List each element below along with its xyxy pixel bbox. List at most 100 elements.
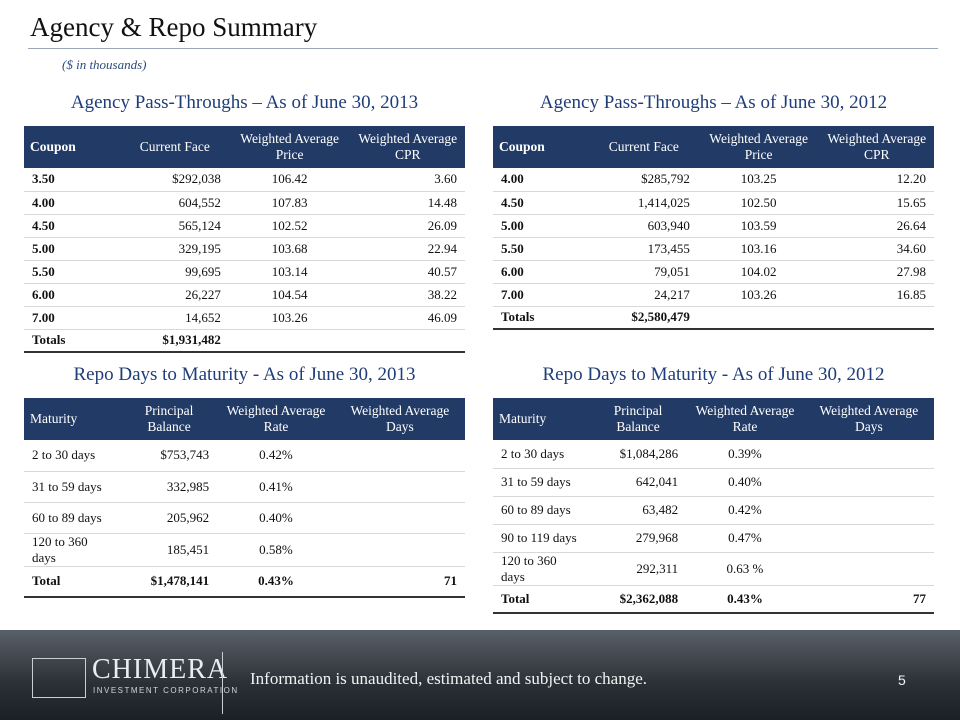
cell: $1,084,286: [589, 440, 687, 469]
cell: 0.41%: [217, 471, 335, 503]
table: Coupon Current Face Weighted Average Price…: [24, 126, 465, 353]
row: 60 to 89 days 63,482 0.42%: [493, 496, 934, 525]
divider: [222, 652, 223, 714]
column-header: Weighted Average CPR: [350, 126, 465, 168]
title: Agency & Repo Summary: [30, 12, 318, 42]
cell: $1,478,141: [120, 565, 218, 598]
cell: 31 to 59 days: [24, 471, 121, 503]
row: 31 to 59 days 332,985 0.41%: [24, 471, 465, 503]
column-header: Weighted Average Price: [697, 126, 820, 168]
row: 7.00 24,217 103.26 16.85: [493, 283, 934, 307]
cell: $1,931,482: [120, 328, 229, 353]
cell: [697, 305, 820, 330]
table-block: Agency Pass-Throughs – As of June 30, 20…: [24, 92, 465, 353]
column-header: Principal Balance: [589, 398, 687, 440]
cell: $2,580,479: [589, 305, 698, 330]
cell: 40.57: [350, 260, 465, 284]
cell: 38.22: [350, 283, 465, 307]
row: 4.00 604,552 107.83 14.48: [24, 191, 465, 215]
cell: 27.98: [819, 260, 934, 284]
cell: [228, 328, 351, 353]
company-name: CHIMERA: [92, 654, 229, 685]
cell: 99,695: [120, 260, 229, 284]
totals-row: Total $2,362,088 0.43% 77: [493, 584, 934, 614]
column-header: Weighted Average Rate: [686, 398, 804, 440]
cell: Totals: [24, 328, 121, 353]
cell: 71: [334, 565, 465, 598]
cell: [803, 468, 934, 497]
cell: 7.00: [493, 283, 590, 307]
cell: 103.68: [228, 237, 351, 261]
cell: 103.16: [697, 237, 820, 261]
cell: 332,985: [120, 471, 218, 503]
cell: Total: [24, 565, 121, 598]
row: 6.00 79,051 104.02 27.98: [493, 260, 934, 284]
logo: [32, 658, 86, 698]
cell: Total: [493, 584, 590, 614]
row: 2 to 30 days $1,084,286 0.39%: [493, 440, 934, 469]
cell: 24,217: [589, 283, 698, 307]
page-number: 5: [898, 672, 906, 688]
row: 6.00 26,227 104.54 38.22: [24, 283, 465, 307]
row: 3.50 $292,038 106.42 3.60: [24, 168, 465, 192]
cell: 0.43%: [686, 584, 804, 614]
totals-row: Total $1,478,141 0.43% 71: [24, 565, 465, 598]
cell: [334, 440, 465, 472]
row: 120 to 360 days 185,451 0.58%: [24, 533, 465, 567]
table-block: Repo Days to Maturity - As of June 30, 2…: [24, 364, 465, 598]
cell: 15.65: [819, 191, 934, 215]
cell: 120 to 360 days: [24, 533, 121, 567]
totals-row: Totals $2,580,479: [493, 305, 934, 330]
cell: 0.40%: [686, 468, 804, 497]
cell: 103.59: [697, 214, 820, 238]
row: 4.50 1,414,025 102.50 15.65: [493, 191, 934, 215]
cell: 26.64: [819, 214, 934, 238]
cell: 1,414,025: [589, 191, 698, 215]
table-title: Repo Days to Maturity - As of June 30, 2…: [73, 364, 416, 385]
cell: 2 to 30 days: [493, 440, 590, 469]
cell: 14.48: [350, 191, 465, 215]
row: 4.00 $285,792 103.25 12.20: [493, 168, 934, 192]
column-header: Principal Balance: [120, 398, 218, 440]
cell: [819, 305, 934, 330]
company-subtitle: INVESTMENT CORPORATION: [93, 686, 239, 695]
cell: 2 to 30 days: [24, 440, 121, 472]
cell: 604,552: [120, 191, 229, 215]
cell: 565,124: [120, 214, 229, 238]
cell: 46.09: [350, 306, 465, 330]
cell: 14,652: [120, 306, 229, 330]
cell: 0.42%: [686, 496, 804, 525]
column-header: Current Face: [120, 126, 229, 168]
header-row: Coupon Current Face Weighted Average Price…: [24, 126, 465, 168]
row: 2 to 30 days $753,743 0.42%: [24, 440, 465, 472]
cell: 120 to 360 days: [493, 552, 590, 586]
cell: 279,968: [589, 524, 687, 553]
cell: 103.26: [697, 283, 820, 307]
cell: 60 to 89 days: [493, 496, 590, 525]
cell: 5.00: [24, 237, 121, 261]
cell: [334, 533, 465, 567]
column-header: Maturity: [24, 398, 121, 440]
row: 60 to 89 days 205,962 0.40%: [24, 502, 465, 534]
row: 120 to 360 days 292,311 0.63 %: [493, 552, 934, 586]
row: 31 to 59 days 642,041 0.40%: [493, 468, 934, 497]
cell: 4.50: [493, 191, 590, 215]
title-rule: [28, 48, 938, 49]
cell: $285,792: [589, 168, 698, 192]
cell: 173,455: [589, 237, 698, 261]
table-block: Agency Pass-Throughs – As of June 30, 20…: [493, 92, 934, 330]
row: 5.50 99,695 103.14 40.57: [24, 260, 465, 284]
cell: 79,051: [589, 260, 698, 284]
cell: 0.42%: [217, 440, 335, 472]
column-header: Current Face: [589, 126, 698, 168]
cell: 205,962: [120, 502, 218, 534]
table-title: Agency Pass-Throughs – As of June 30, 20…: [539, 92, 888, 113]
cell: 6.00: [24, 283, 121, 307]
cell: [334, 502, 465, 534]
row: 5.00 603,940 103.59 26.64: [493, 214, 934, 238]
row: 4.50 565,124 102.52 26.09: [24, 214, 465, 238]
cell: 292,311: [589, 552, 687, 586]
cell: 642,041: [589, 468, 687, 497]
cell: 34.60: [819, 237, 934, 261]
cell: 5.50: [493, 237, 590, 261]
